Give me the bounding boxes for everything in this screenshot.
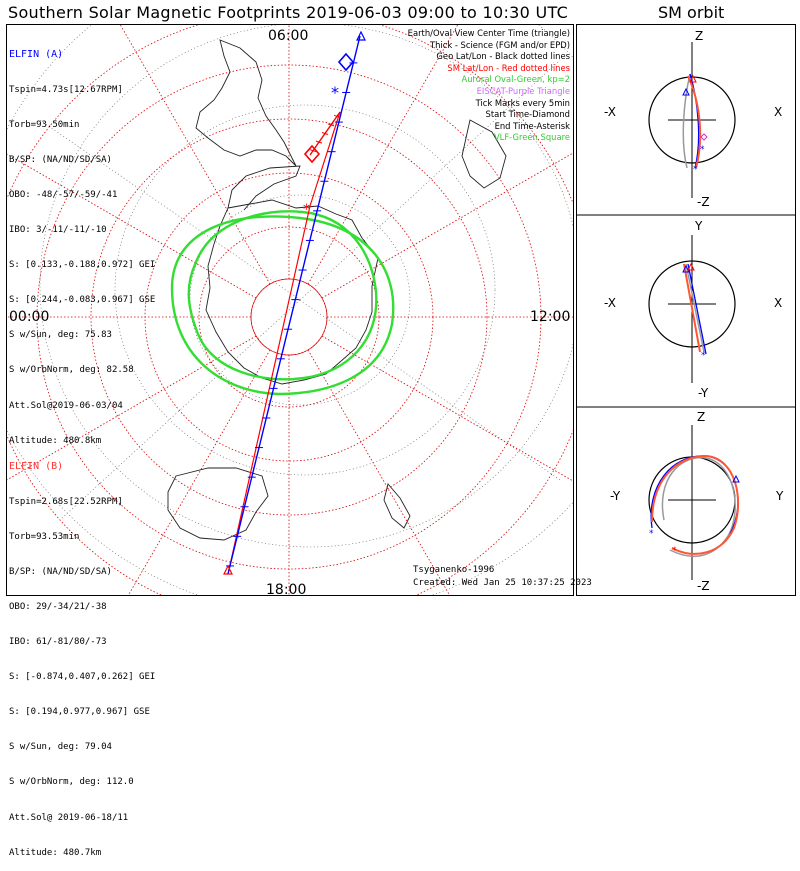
sm-pole-circle	[250, 278, 328, 356]
sm-orbit-frame	[576, 24, 796, 596]
elfin-b-line: S w/Sun, deg: 79.04	[9, 742, 112, 753]
elfin-a-line: Torb=93.50min	[9, 119, 80, 130]
footprint-map-frame	[6, 24, 574, 596]
legend-item: VLF-Green Square	[493, 132, 570, 143]
elfin-b-title: ELFIN (B)	[9, 461, 64, 473]
elfin-b-line: S: [-0.874,0.407,0.262] GEI	[9, 672, 156, 683]
elfin-b-line: Tspin=2.68s[22.52RPM]	[9, 496, 123, 507]
antarctic-peninsula	[227, 165, 301, 211]
elfin-b-line: S: [0.194,0.977,0.967] GSE	[9, 707, 150, 718]
elfin-a-start-diamond	[337, 52, 355, 72]
elfin-b-tick	[309, 149, 317, 153]
elfin-a-line: OBO: -48/-57/-59/-41	[9, 189, 118, 200]
elfin-b-line: OBO: 29/-34/21/-38	[9, 601, 107, 612]
footprint-map: ** 06:00 00:00 12:00 18:00	[7, 25, 573, 598]
elfin-a-line: S w/OrbNorm, deg: 82.58	[9, 365, 134, 376]
orbit-tracks: **	[223, 30, 366, 575]
elfin-b-tick	[315, 140, 323, 144]
created-timestamp: Created: Wed Jan 25 10:37:25 2023	[413, 578, 592, 588]
sm-meridian-line	[7, 153, 257, 299]
sm-meridian-line	[321, 335, 573, 482]
legend-item: Earth/Oval View Center Time (triangle)	[407, 28, 570, 38]
elfin-b-info: ELFIN (B) Tspin=2.68s[22.52RPM] Torb=93.…	[9, 438, 155, 871]
elfin-a-line: Tspin=4.73s[12.67RPM]	[9, 84, 123, 95]
model-credit: Tsyganenko-1996	[413, 565, 495, 575]
page-title: Southern Solar Magnetic Footprints 2019-…	[8, 3, 569, 22]
mlt-label-right: 12:00	[530, 309, 570, 325]
south-america-outline	[195, 39, 297, 167]
legend-item: Auroral Oval-Green, kp=2	[461, 74, 570, 85]
sm-meridian-line	[119, 25, 271, 285]
legend-item: SM Lat/Lon - Red dotted lines	[447, 62, 570, 73]
elfin-b-line: S w/OrbNorm, deg: 112.0	[9, 777, 134, 788]
elfin-a-line: IBO: 3/-11/-11/-10	[9, 224, 107, 235]
elfin-a-line: B/SP: (NA/ND/SD/SA)	[9, 154, 112, 165]
elfin-a-line: Altitude: 480.8km	[9, 435, 102, 446]
mlt-label-left: 00:00	[9, 309, 49, 325]
legend-item: Geo Lat/Lon - Black dotted lines	[436, 51, 570, 62]
elfin-b-start-diamond	[303, 144, 321, 164]
elfin-a-line: S w/Sun, deg: 75.83	[9, 330, 112, 341]
sm-meridian-line	[321, 152, 573, 299]
geo-latitude-lines	[7, 25, 573, 595]
elfin-a-view-triangle	[356, 30, 366, 41]
legend-item: Thick - Science (FGM and/or EPD)	[429, 39, 570, 50]
elfin-a-info: ELFIN (A) Tspin=4.73s[12.67RPM] Torb=93.…	[9, 26, 155, 459]
australia-outline	[167, 467, 269, 541]
auroral-oval	[170, 210, 395, 396]
africa-outline	[461, 119, 507, 189]
elfin-b-line: Att.Sol@ 2019-06-18/11	[9, 812, 129, 823]
mlt-label-bottom: 18:00	[266, 582, 306, 598]
elfin-b-track	[309, 111, 341, 207]
sm-meridians	[7, 25, 573, 595]
elfin-b-line: B/SP: (NA/ND/SD/SA)	[9, 566, 112, 577]
elfin-a-line: S: [0.244,-0.083,0.967] GSE	[9, 295, 156, 306]
elfin-b-tick	[321, 132, 329, 135]
sm-meridian-line	[7, 335, 257, 481]
antarctica-outline	[205, 199, 379, 385]
legend-item: Start Time-Diamond	[485, 109, 570, 120]
mlt-label-top: 06:00	[268, 28, 308, 44]
new-zealand-outline	[383, 483, 411, 529]
sm-orbit-title: SM orbit	[658, 3, 725, 22]
elfin-a-line: Att.Sol@2019-06-03/04	[9, 400, 123, 411]
elfin-a-title: ELFIN (A)	[9, 49, 64, 61]
elfin-b-track	[227, 205, 311, 575]
elfin-a-line: S: [0.133,-0.188,0.972] GEI	[9, 260, 156, 271]
elfin-b-tick	[333, 114, 341, 118]
sm-meridian-line	[128, 349, 271, 595]
sm-meridian-line	[307, 349, 450, 595]
legend-item: End Time-Asterisk	[494, 120, 570, 131]
legend-item: EISCAT-Purple Triangle	[476, 85, 570, 96]
elfin-b-view-triangle	[223, 564, 233, 575]
elfin-a-end-asterisk: *	[331, 83, 339, 102]
elfin-a-track	[227, 35, 361, 575]
elfin-b-line: Torb=93.53min	[9, 531, 80, 542]
legend-item: Tick Marks every 5min	[475, 97, 570, 108]
elfin-b-line: Altitude: 480.7km	[9, 847, 102, 858]
elfin-b-tick	[327, 123, 335, 127]
elfin-b-end-asterisk: *	[303, 202, 310, 218]
elfin-b-line: IBO: 61/-81/80/-73	[9, 636, 107, 647]
map-legend: Earth/Oval View Center Time (triangle) T…	[408, 28, 570, 144]
